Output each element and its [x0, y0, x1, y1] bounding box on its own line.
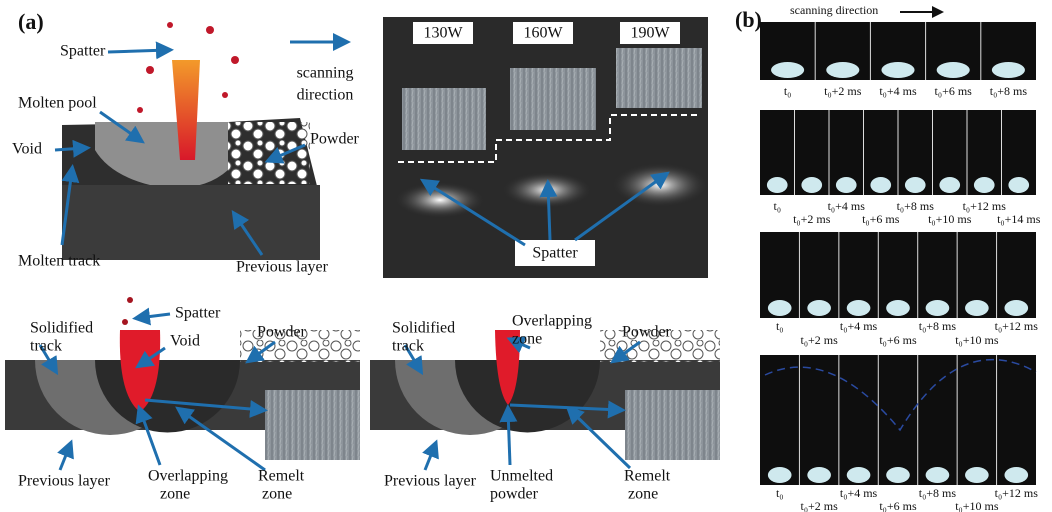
frame-strip: [760, 355, 1036, 485]
time-label: t₀+10 ms: [955, 333, 999, 347]
label: Molten track: [18, 253, 100, 270]
label: Powder: [257, 324, 307, 341]
label: Powder: [310, 131, 360, 148]
plume: [939, 177, 960, 193]
plume: [937, 62, 970, 78]
plume: [886, 300, 910, 316]
plume: [771, 62, 804, 78]
time-label: t₀+4 ms: [828, 199, 866, 213]
time-label: t₀+10 ms: [928, 212, 972, 226]
panel-label: (b): [735, 7, 762, 32]
label: direction: [297, 87, 354, 104]
time-label: t₀+14 ms: [997, 212, 1041, 226]
time-label: t₀+6 ms: [935, 84, 973, 98]
plume: [801, 177, 822, 193]
plume: [870, 177, 891, 193]
panel-label: (a): [18, 9, 44, 34]
time-label: t₀+4 ms: [840, 486, 878, 500]
time-label: t₀+2 ms: [800, 499, 838, 512]
plume: [1004, 300, 1028, 316]
plume: [926, 300, 950, 316]
label: Solidified: [392, 320, 455, 337]
plume: [1008, 177, 1029, 193]
power-label: 190W: [630, 25, 670, 42]
plume: [836, 177, 857, 193]
power-label: 130W: [423, 25, 463, 42]
time-label: t₀+8 ms: [919, 319, 957, 333]
photo: [383, 17, 708, 278]
plume: [974, 177, 995, 193]
plume: [767, 177, 788, 193]
plume: [886, 467, 910, 483]
label: Solidified: [30, 320, 93, 337]
plume: [768, 300, 792, 316]
power-label: 160W: [523, 25, 563, 42]
label: zone: [628, 486, 658, 503]
time-label: t₀+2 ms: [824, 84, 862, 98]
label: Spatter: [60, 43, 106, 60]
time-label: t₀: [784, 84, 792, 98]
plume: [965, 467, 989, 483]
label: zone: [262, 486, 292, 503]
plume: [881, 62, 914, 78]
time-label: t₀+10 ms: [955, 499, 999, 512]
time-label: t₀+8 ms: [990, 84, 1028, 98]
time-label: t₀+6 ms: [879, 499, 917, 512]
time-label: t₀+8 ms: [897, 199, 935, 213]
time-label: t₀+2 ms: [793, 212, 831, 226]
plume: [807, 467, 831, 483]
time-label: t₀+2 ms: [800, 333, 838, 347]
label: track: [30, 338, 62, 355]
label: scanning direction: [790, 3, 878, 17]
time-label: t₀: [776, 319, 784, 333]
label: Previous layer: [384, 473, 477, 490]
label: track: [392, 338, 424, 355]
time-label: t₀+4 ms: [879, 84, 917, 98]
time-label: t₀+12 ms: [995, 486, 1039, 500]
plume: [847, 300, 871, 316]
time-label: t₀+6 ms: [879, 333, 917, 347]
label: zone: [512, 331, 542, 348]
label: Previous layer: [18, 473, 111, 490]
plume: [847, 467, 871, 483]
time-label: t₀+12 ms: [963, 199, 1007, 213]
time-label: t₀: [776, 486, 784, 500]
label: Powder: [622, 324, 672, 341]
label: Previous layer: [236, 259, 329, 276]
label: scanning: [297, 65, 354, 82]
time-label: t₀+6 ms: [862, 212, 900, 226]
label: zone: [160, 486, 190, 503]
label: Remelt: [624, 468, 671, 485]
label: Unmelted: [490, 468, 553, 485]
plume: [1004, 467, 1028, 483]
figure: (a) Spatter scanning direction Molten po…: [0, 0, 1052, 512]
time-label: t₀: [773, 199, 781, 213]
plume: [992, 62, 1025, 78]
label: Spatter: [175, 305, 221, 322]
plume: [768, 467, 792, 483]
time-label: t₀+8 ms: [919, 486, 957, 500]
label: Overlapping: [148, 468, 228, 485]
plume: [826, 62, 859, 78]
label: powder: [490, 486, 539, 503]
plume: [905, 177, 926, 193]
time-label: t₀+4 ms: [840, 319, 878, 333]
plume: [965, 300, 989, 316]
plume: [807, 300, 831, 316]
label: Void: [12, 141, 42, 158]
label: Remelt: [258, 468, 305, 485]
label: Molten pool: [18, 95, 97, 112]
time-label: t₀+12 ms: [995, 319, 1039, 333]
label: Spatter: [532, 245, 578, 262]
plume: [926, 467, 950, 483]
label: Overlapping: [512, 313, 592, 330]
label: Void: [170, 333, 200, 350]
